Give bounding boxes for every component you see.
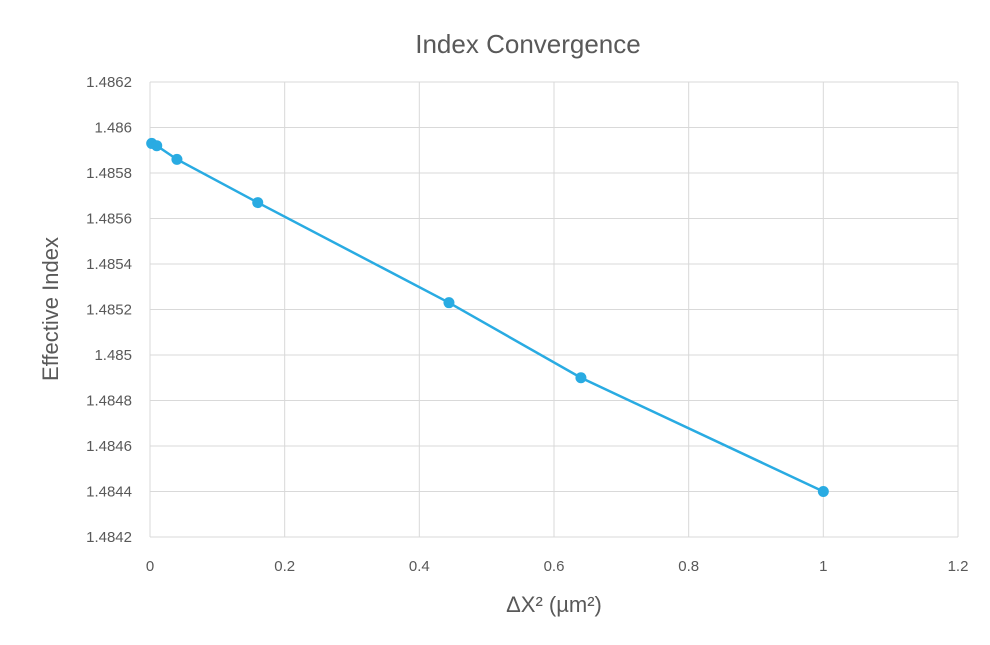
- y-tick-label: 1.4846: [86, 438, 132, 455]
- series-line: [151, 142, 824, 493]
- y-axis-title: Effective Index: [38, 237, 63, 381]
- y-tick-label: 1.4852: [86, 302, 132, 319]
- y-tick-label: 1.4842: [86, 529, 132, 546]
- y-tick-label: 1.4844: [86, 484, 132, 501]
- data-point: [575, 372, 587, 384]
- y-tick-label: 1.4858: [86, 165, 132, 182]
- x-tick-label: 0.8: [678, 558, 699, 575]
- series-layer: [146, 137, 829, 497]
- tick-layer: 1.4842 1.4844 1.4846 1.4848 1.485 1.4852 1.485…: [86, 74, 968, 575]
- data-point: [171, 153, 183, 165]
- y-tick-label: 1.4862: [86, 74, 132, 91]
- y-tick-label: 1.4856: [86, 211, 132, 228]
- chart-title: Index Convergence: [415, 29, 640, 59]
- x-tick-label: 1: [819, 558, 827, 575]
- y-tick-label: 1.4848: [86, 393, 132, 410]
- y-tick-label: 1.4854: [86, 256, 132, 273]
- x-tick-label: 0.4: [409, 558, 430, 575]
- x-tick-label: 0.2: [274, 558, 295, 575]
- y-tick-label: 1.485: [94, 347, 132, 364]
- data-point: [443, 297, 455, 309]
- y-tick-label: 1.486: [94, 120, 132, 137]
- data-point: [252, 197, 264, 209]
- grid-layer: [149, 81, 959, 538]
- x-tick-label: 1.2: [948, 558, 969, 575]
- data-point: [817, 486, 829, 497]
- x-tick-label: 0: [146, 558, 154, 575]
- x-tick-label: 0.6: [544, 558, 565, 575]
- x-axis-title: ΔX² (µm²): [506, 592, 602, 617]
- data-point: [151, 140, 163, 152]
